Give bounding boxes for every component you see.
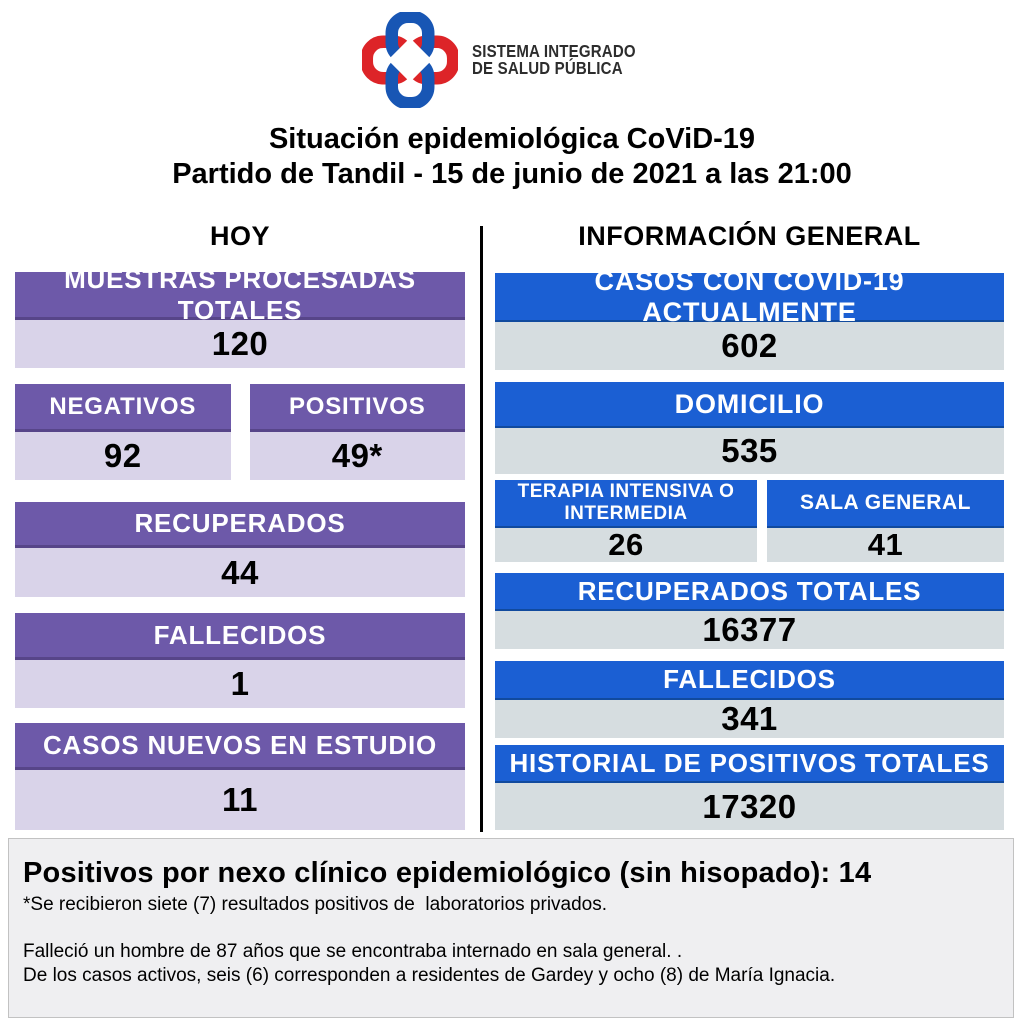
stat-label: FALLECIDOS (495, 661, 1004, 700)
stat-value: 26 (495, 527, 757, 562)
nexo-clinico-headline: Positivos por nexo clínico epidemiológic… (23, 857, 872, 889)
stat-label: TERAPIA INTENSIVA O INTERMEDIA (495, 480, 757, 528)
general-info-heading: INFORMACIÓN GENERAL (578, 221, 921, 251)
today-heading: HOY (209, 221, 270, 251)
stat-label: CASOS CON COVID-19 ACTUALMENTE (495, 266, 1004, 327)
death-note: Falleció un hombre de 87 años que se enc… (23, 941, 683, 962)
stat-label: POSITIVOS (249, 384, 465, 432)
stat-label: RECUPERADOS (15, 502, 465, 548)
stat-label: SALA GENERAL (767, 480, 1004, 528)
column-divider (480, 226, 483, 832)
private-labs-note: *Se recibieron siete (7) resultados posi… (23, 894, 608, 915)
notes-panel: Positivos por nexo clínico epidemiológic… (8, 838, 1014, 1018)
stat-casos-actuales: CASOS CON COVID-19 ACTUALMENTE 602 (495, 266, 1004, 370)
stat-value: 16377 (495, 611, 1004, 649)
report-title-line1: Situación epidemiológica CoViD-19 (268, 123, 756, 155)
stat-casos-nuevos-en-estudio: CASOS NUEVOS EN ESTUDIO 11 (15, 723, 465, 830)
stat-value: 120 (15, 320, 465, 368)
stat-sala-general: SALA GENERAL 41 (767, 480, 1004, 562)
stat-fallecidos-totales: FALLECIDOS 341 (495, 661, 1004, 738)
stat-label: RECUPERADOS TOTALES (495, 573, 1004, 611)
chain-cross-logo-icon (361, 12, 458, 108)
logo-wordmark: SISTEMA INTEGRADO DE SALUD PÚBLICA (471, 41, 636, 78)
stat-fallecidos-hoy: FALLECIDOS 1 (15, 613, 465, 708)
logo: SISTEMA INTEGRADO DE SALUD PÚBLICA (0, 12, 1024, 108)
report-title-line2: Partido de Tandil - 15 de junio de 2021 … (172, 158, 852, 190)
active-cases-note: De los casos activos, seis (6) correspon… (23, 965, 836, 986)
general-info-column: INFORMACIÓN GENERAL CASOS CON COVID-19 A… (495, 220, 1004, 830)
stat-value: 41 (767, 527, 1004, 562)
stat-domicilio: DOMICILIO 535 (495, 382, 1004, 474)
internacion-row: TERAPIA INTENSIVA O INTERMEDIA 26 SALA G… (495, 480, 1004, 562)
stat-value: 49* (249, 432, 465, 480)
stat-label: MUESTRAS PROCESADAS TOTALES (15, 264, 465, 325)
stat-label: DOMICILIO (495, 382, 1004, 428)
negativos-positivos-row: NEGATIVOS 92 POSITIVOS 49* (15, 384, 465, 480)
stat-value: 535 (495, 428, 1004, 474)
stat-value: 92 (15, 432, 231, 480)
report-title: Situación epidemiológica CoViD-19 Partid… (0, 122, 1024, 192)
stat-muestras-procesadas: MUESTRAS PROCESADAS TOTALES 120 (15, 264, 465, 368)
stat-recuperados-hoy: RECUPERADOS 44 (15, 502, 465, 597)
stat-value: 44 (15, 548, 465, 597)
stat-recuperados-totales: RECUPERADOS TOTALES 16377 (495, 573, 1004, 649)
stat-label: HISTORIAL DE POSITIVOS TOTALES (495, 745, 1004, 783)
stat-negativos: NEGATIVOS 92 (15, 384, 231, 480)
stat-value: 17320 (495, 783, 1004, 830)
logo-text-line1: SISTEMA INTEGRADO (471, 41, 636, 61)
today-column: HOY MUESTRAS PROCESADAS TOTALES 120 NEGA… (15, 220, 465, 830)
stat-terapia-intensiva: TERAPIA INTENSIVA O INTERMEDIA 26 (495, 480, 757, 562)
logo-text-line2: DE SALUD PÚBLICA (471, 58, 623, 78)
stat-value: 602 (495, 322, 1004, 370)
stat-label: CASOS NUEVOS EN ESTUDIO (15, 723, 465, 770)
stat-value: 1 (15, 660, 465, 708)
stat-positivos: POSITIVOS 49* (249, 384, 465, 480)
stat-label: NEGATIVOS (15, 384, 231, 432)
stat-historial-positivos: HISTORIAL DE POSITIVOS TOTALES 17320 (495, 745, 1004, 830)
stat-value: 341 (495, 700, 1004, 738)
stat-label: FALLECIDOS (15, 613, 465, 660)
stat-value: 11 (15, 770, 465, 830)
